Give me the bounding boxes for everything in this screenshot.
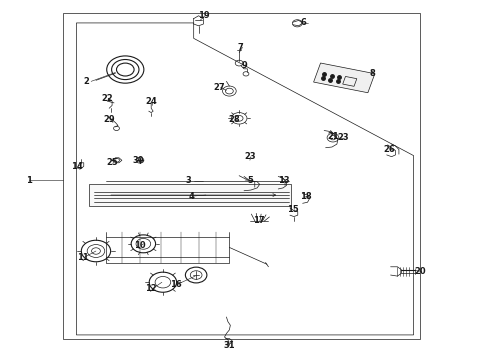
Text: 12: 12 xyxy=(146,284,157,293)
Text: 5: 5 xyxy=(247,176,253,185)
Text: 10: 10 xyxy=(134,241,146,250)
Text: 15: 15 xyxy=(287,205,299,214)
Text: 23: 23 xyxy=(337,133,348,142)
Text: 20: 20 xyxy=(414,267,426,276)
Bar xyxy=(343,76,357,86)
Bar xyxy=(314,63,375,93)
Text: 11: 11 xyxy=(77,253,89,262)
Text: 2: 2 xyxy=(83,77,89,86)
Text: 26: 26 xyxy=(383,145,395,154)
Text: 30: 30 xyxy=(133,156,144,165)
Text: 24: 24 xyxy=(146,97,157,106)
Text: 18: 18 xyxy=(300,192,312,201)
Text: 13: 13 xyxy=(278,176,290,185)
Text: 25: 25 xyxy=(106,158,118,167)
Text: 31: 31 xyxy=(223,341,235,350)
Text: 29: 29 xyxy=(103,115,115,124)
Text: 7: 7 xyxy=(237,43,243,52)
Text: 1: 1 xyxy=(26,176,32,185)
Text: 17: 17 xyxy=(253,216,265,225)
Text: 4: 4 xyxy=(188,192,194,201)
Text: 21: 21 xyxy=(327,132,339,141)
Text: 16: 16 xyxy=(170,280,181,289)
Text: 28: 28 xyxy=(228,115,240,124)
Text: 27: 27 xyxy=(214,83,225,92)
Text: 19: 19 xyxy=(197,11,209,20)
Text: 3: 3 xyxy=(186,176,192,185)
Text: 14: 14 xyxy=(71,162,82,171)
Text: 6: 6 xyxy=(301,18,307,27)
Text: 22: 22 xyxy=(101,94,113,103)
Polygon shape xyxy=(89,184,292,206)
Text: 9: 9 xyxy=(241,61,247,70)
Bar xyxy=(63,13,420,338)
Text: 8: 8 xyxy=(369,69,375,78)
Text: 23: 23 xyxy=(244,152,256,161)
